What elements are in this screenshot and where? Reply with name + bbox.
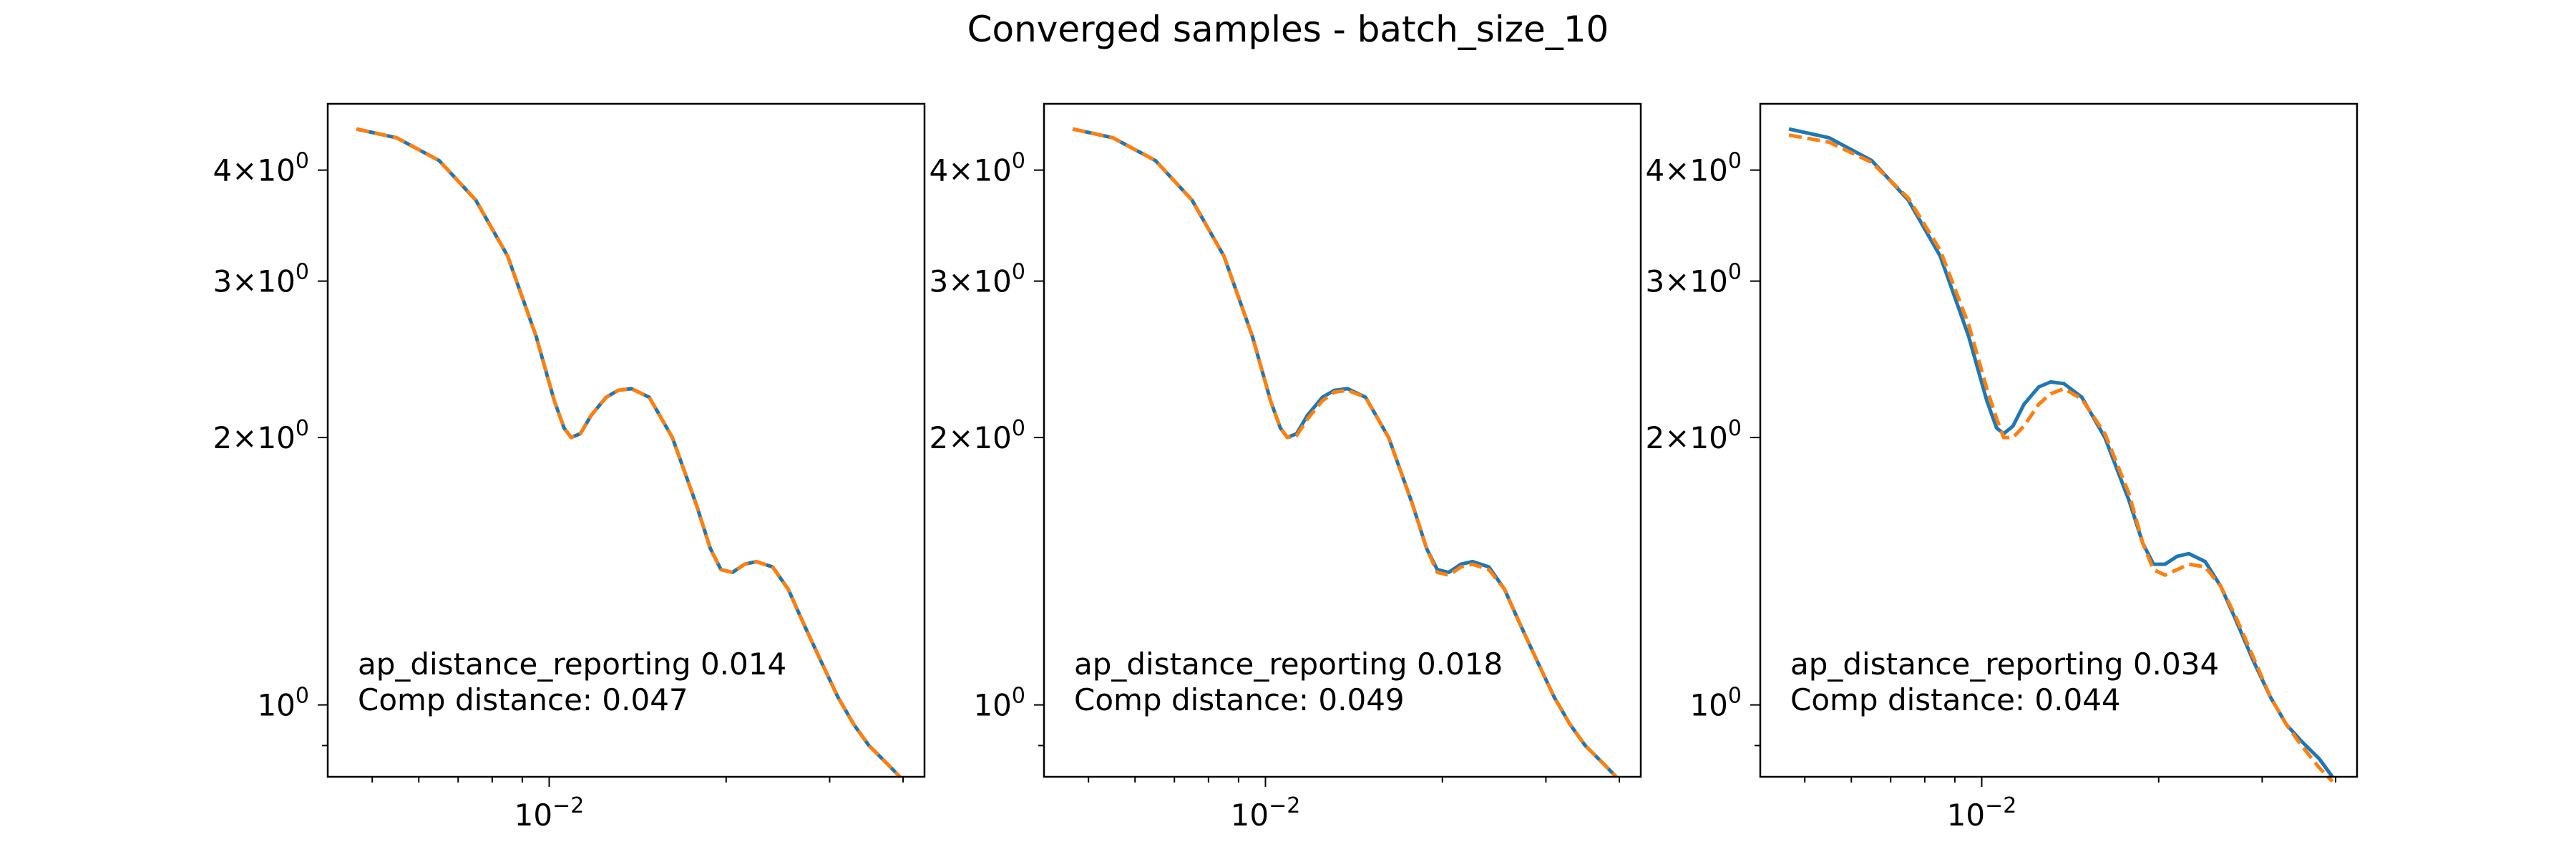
axes-frame [1043, 102, 1642, 778]
y-tick-label: 3×100 [930, 260, 1025, 299]
y-tick-label: 100 [1689, 684, 1742, 723]
y-tick-label: 3×100 [1646, 260, 1742, 299]
annotation-line-1: ap_distance_reporting 0.034 [1790, 646, 2219, 682]
y-tick-label: 2×100 [930, 416, 1025, 455]
y-tick-label: 2×100 [1646, 416, 1742, 455]
annotation-line-2: Comp distance: 0.049 [1074, 682, 1405, 717]
y-tick-label: 100 [973, 684, 1025, 723]
subplot-1: 100 2×100 3×100 4×100 10−2 ap_distance_report… [213, 102, 926, 833]
annotation-line-2: Comp distance: 0.047 [358, 682, 688, 717]
y-tick-label: 4×100 [1646, 149, 1742, 188]
axes-frame [1759, 102, 2358, 778]
series-line-predicted [1788, 133, 2334, 783]
x-tick-label: 10−2 [1231, 793, 1301, 833]
series-line-predicted [1072, 127, 1618, 778]
y-tick-label: 3×100 [213, 260, 309, 299]
annotation-line-1: ap_distance_reporting 0.018 [1074, 646, 1503, 682]
annotation-line-1: ap_distance_reporting 0.014 [358, 646, 786, 682]
x-tick-label: 10−2 [514, 793, 585, 833]
y-tick-label: 2×100 [213, 416, 309, 455]
y-tick-label: 4×100 [213, 149, 309, 188]
axes-frame [326, 102, 926, 778]
series-line-predicted [356, 127, 902, 778]
y-tick-label: 4×100 [930, 149, 1025, 188]
x-tick-label: 10−2 [1947, 793, 2017, 833]
subplot-3: 100 2×100 3×100 4×100 10−2 ap_distance_report… [1646, 102, 2358, 833]
y-tick-label: 100 [257, 684, 309, 723]
figure-title: Converged samples - batch_size_10 [967, 9, 1609, 50]
annotation-line-2: Comp distance: 0.044 [1790, 682, 2121, 717]
subplot-2: 100 2×100 3×100 4×100 10−2 ap_distance_report… [930, 102, 1642, 833]
